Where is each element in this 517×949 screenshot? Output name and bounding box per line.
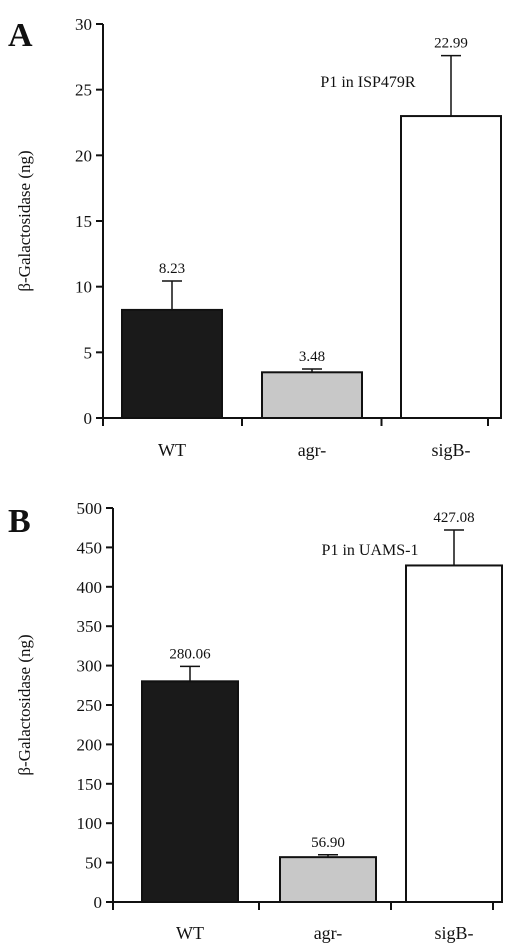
data-label: 8.23 (159, 261, 185, 277)
y-tick-label: 300 (77, 657, 103, 676)
y-tick-label: 50 (85, 854, 102, 873)
bar-agr (261, 371, 363, 419)
panel-letter: B (8, 503, 31, 540)
y-axis-label: β-Galactosidase (ng) (15, 634, 34, 775)
y-tick-label: 350 (77, 617, 103, 636)
y-tick-label: 25 (75, 81, 92, 100)
y-tick-label: 10 (75, 278, 92, 297)
category-label: sigB- (431, 440, 470, 460)
y-tick-label: 450 (77, 538, 103, 557)
chart-title: P1 in UAMS-1 (322, 542, 419, 559)
y-tick-label: 150 (77, 775, 103, 794)
y-tick-label: 5 (84, 343, 93, 362)
bar-wt (121, 308, 223, 419)
y-tick-label: 250 (77, 696, 103, 715)
category-label: WT (158, 440, 186, 460)
y-tick-label: 0 (94, 893, 103, 912)
bar-wt (141, 680, 239, 904)
y-tick-label: 20 (75, 146, 92, 165)
y-tick-label: 100 (77, 814, 103, 833)
y-tick-label: 400 (77, 578, 103, 597)
data-label: 56.90 (311, 835, 345, 851)
y-tick-label: 200 (77, 735, 103, 754)
category-label: agr- (314, 923, 343, 943)
category-label: agr- (298, 440, 327, 460)
bar-sigb (405, 564, 503, 903)
data-label: 3.48 (299, 349, 325, 365)
data-label: 427.08 (433, 510, 474, 526)
panel-letter: A (8, 17, 33, 54)
data-label: 280.06 (169, 646, 211, 662)
bar-agr (279, 856, 377, 903)
y-axis-label: β-Galactosidase (ng) (15, 150, 34, 291)
chart-title: P1 in ISP479R (320, 74, 415, 91)
y-tick-label: 15 (75, 212, 92, 231)
bar-sigb (400, 115, 502, 419)
y-tick-label: 500 (77, 499, 103, 518)
category-label: sigB- (434, 923, 473, 943)
y-tick-label: 0 (84, 409, 93, 428)
category-label: WT (176, 923, 204, 943)
data-label: 22.99 (434, 36, 468, 52)
y-tick-label: 30 (75, 15, 92, 34)
